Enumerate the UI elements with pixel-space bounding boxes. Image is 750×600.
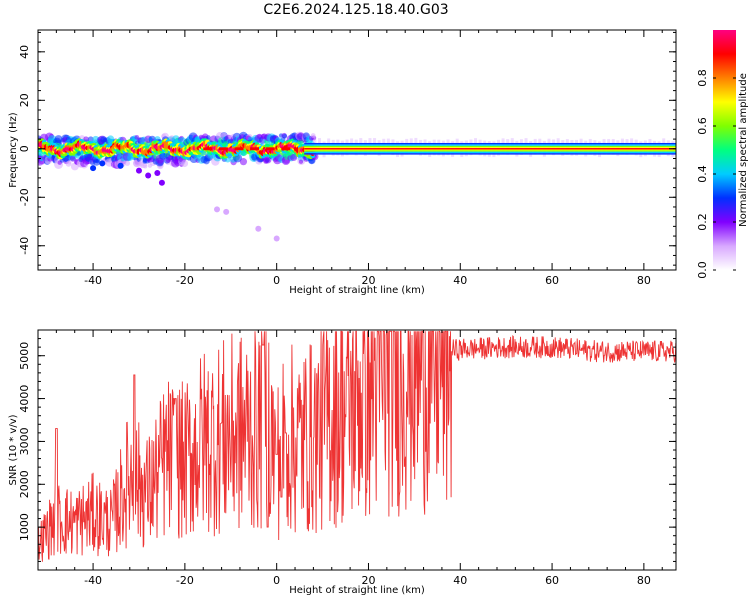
snr-x-tick-label: 20 — [361, 574, 375, 587]
spectrogram-frame — [37, 29, 677, 271]
heatmap-outlier — [255, 225, 262, 232]
heatmap-cell — [83, 136, 89, 142]
colorbar: 0.0 0.2 0.4 0.6 0.8 Normalized spectral ampl… — [696, 30, 749, 279]
spectrogram-x-tick-label: 40 — [453, 274, 467, 287]
spectrogram-x-tick-label: 20 — [361, 274, 375, 287]
heatmap-cell — [281, 147, 291, 151]
heatmap-carrier-band — [304, 149, 676, 151]
heatmap-outlier — [214, 206, 221, 213]
heatmap-cell — [265, 147, 275, 151]
heatmap-outlier — [158, 179, 165, 186]
heatmap-cell — [143, 164, 148, 169]
spectrogram-x-tick-label: -40 — [84, 274, 102, 287]
heatmap-cell — [124, 160, 131, 166]
heatmap-carrier-band — [304, 145, 676, 148]
heatmap-outlier — [90, 165, 97, 172]
spectrogram-y-tick-label: 40 — [18, 45, 31, 59]
snr-y-tick-label: 1000 — [18, 513, 31, 541]
heatmap-outlier — [117, 162, 124, 169]
spectrogram-y-tick-label: 0 — [18, 145, 31, 152]
heatmap-carrier-band — [304, 151, 676, 154]
heatmap-cell — [69, 155, 76, 162]
heatmap-outlier — [154, 170, 161, 177]
snr-x-tick-label: 40 — [453, 574, 467, 587]
heatmap-cell — [54, 135, 63, 144]
snr-x-tick-label: 0 — [273, 574, 280, 587]
heatmap-cell — [250, 147, 260, 151]
spectrogram-x-tick-label: -20 — [176, 274, 194, 287]
heatmap-cell — [310, 133, 316, 138]
spectrogram-x-tick-label: 80 — [637, 274, 651, 287]
heatmap-outlier — [273, 235, 280, 242]
snr-y-tick-label: 4000 — [18, 385, 31, 413]
heatmap-cell — [218, 147, 228, 151]
heatmap-cell — [87, 136, 94, 143]
heatmap-cell — [298, 159, 304, 164]
colorbar-label: Normalized spectral amplitude — [738, 73, 749, 227]
snr-x-tick-label: -20 — [176, 574, 194, 587]
heatmap-carrier-band — [304, 142, 676, 145]
snr-y-tick-label: 3000 — [18, 427, 31, 455]
heatmap-cell — [65, 160, 72, 167]
snr-x-tick-label: 60 — [545, 574, 559, 587]
spectrogram-y-tick-label: -20 — [18, 188, 31, 206]
colorbar-gradient — [713, 30, 736, 270]
heatmap-cell — [290, 153, 298, 162]
heatmap-cell — [282, 133, 288, 139]
colorbar-tick-label: 0.6 — [696, 117, 709, 135]
spectrogram-panel: -40 -20 0 20 40 60 80 -40 -20 0 20 40 Height of str… — [8, 29, 677, 296]
snr-x-label: Height of straight line (km) — [289, 585, 425, 596]
spectrogram-x-tick-label: 60 — [545, 274, 559, 287]
snr-line — [38, 330, 676, 562]
snr-y-label: SNR (10 * v/v) — [8, 414, 19, 485]
colorbar-tick-label: 0.2 — [696, 213, 709, 231]
spectrogram-x-tick-label: 0 — [273, 274, 280, 287]
heatmap-outlier — [145, 172, 152, 179]
heatmap-carrier-band — [304, 144, 676, 146]
snr-y-tick-label: 5000 — [18, 342, 31, 370]
heatmap-carrier-band — [304, 150, 676, 152]
heatmap-cell — [92, 158, 101, 166]
heatmap-carrier-band — [304, 153, 676, 155]
heatmap-cell — [239, 158, 248, 166]
heatmap-carrier-band — [304, 147, 676, 149]
heatmap-cell — [206, 135, 211, 140]
colorbar-tick-label: 0.4 — [696, 165, 709, 183]
snr-x-tick-label: -40 — [84, 574, 102, 587]
spectrogram-y-tick-label: 20 — [18, 93, 31, 107]
snr-y-tick-label: 2000 — [18, 470, 31, 498]
colorbar-tick-label: 0.8 — [696, 69, 709, 87]
heatmap-cell — [203, 147, 213, 151]
snr-panel: -40 -20 0 20 40 60 80 1000 2000 3000 4000 5000 Heig… — [8, 329, 677, 596]
spectrogram-y-tick-label: -40 — [18, 237, 31, 255]
heatmap-outlier — [223, 208, 230, 215]
heatmap-carrier-band — [304, 148, 676, 150]
chart-title: C2E6.2024.125.18.40.G03 — [263, 2, 448, 18]
heatmap-cell — [234, 147, 244, 151]
heatmap-cell — [181, 160, 189, 168]
snr-x-tick-label: 80 — [637, 574, 651, 587]
spectrogram-y-label: Frequency (Hz) — [8, 112, 19, 188]
heatmap-outlier — [99, 160, 106, 167]
heatmap-outlier — [135, 167, 142, 174]
colorbar-tick-label: 0.0 — [696, 261, 709, 279]
spectrogram-x-label: Height of straight line (km) — [289, 285, 425, 296]
